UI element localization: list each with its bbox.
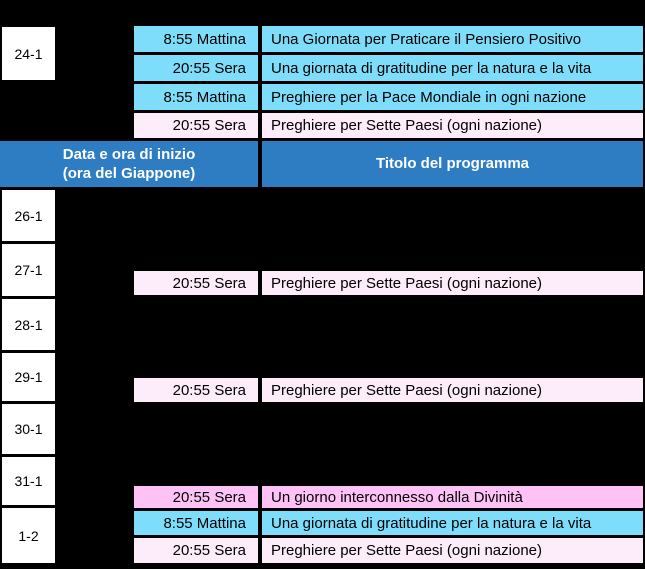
time-cell: 20:55 Sera bbox=[134, 113, 258, 138]
time-cell: 20:55 Sera bbox=[134, 486, 258, 508]
time-cell: 8:55 Mattina bbox=[134, 26, 258, 52]
header-date-time-line2: (ora del Giappone) bbox=[62, 165, 196, 182]
date-cell-28-1: 28-1 bbox=[2, 299, 55, 350]
program-title-cell: Una Giornata per Praticare il Pensiero P… bbox=[262, 26, 643, 52]
time-cell: 20:55 Sera bbox=[134, 378, 258, 402]
program-title-cell: Un giorno interconnesso dalla Divinità bbox=[262, 486, 643, 508]
time-cell: 8:55 Mattina bbox=[134, 511, 258, 535]
date-cell-26-1: 26-1 bbox=[2, 190, 55, 241]
header-date-time-column: Data e ora di inizio (ora del Giappone) bbox=[0, 141, 258, 187]
header-title-label: Titolo del programma bbox=[375, 155, 530, 173]
date-cell-1-2: 1-2 bbox=[2, 508, 55, 563]
program-title-cell: Preghiere per Sette Paesi (ogni nazione) bbox=[262, 538, 643, 563]
program-title-cell: Preghiere per la Pace Mondiale in ogni n… bbox=[262, 84, 643, 110]
program-title-cell: Preghiere per Sette Paesi (ogni nazione) bbox=[262, 113, 643, 138]
date-cell-24-1: 24-1 bbox=[2, 27, 55, 80]
header-date-time-line1: Data e ora di inizio bbox=[62, 145, 196, 163]
program-title-cell: Una giornata di gratitudine per la natur… bbox=[262, 55, 643, 81]
program-title-cell: Preghiere per Sette Paesi (ogni nazione) bbox=[262, 378, 643, 402]
time-cell: 20:55 Sera bbox=[134, 55, 258, 81]
date-cell-30-1: 30-1 bbox=[2, 404, 55, 454]
program-title-cell: Preghiere per Sette Paesi (ogni nazione) bbox=[262, 271, 643, 295]
time-cell: 8:55 Mattina bbox=[134, 84, 258, 110]
date-cell-29-1: 29-1 bbox=[2, 353, 55, 401]
time-cell: 20:55 Sera bbox=[134, 538, 258, 563]
date-cell-31-1: 31-1 bbox=[2, 457, 55, 505]
program-title-cell: Una giornata di gratitudine per la natur… bbox=[262, 511, 643, 535]
header-title-column: Titolo del programma bbox=[262, 141, 643, 187]
time-cell: 20:55 Sera bbox=[134, 271, 258, 295]
date-cell-27-1: 27-1 bbox=[2, 244, 55, 296]
